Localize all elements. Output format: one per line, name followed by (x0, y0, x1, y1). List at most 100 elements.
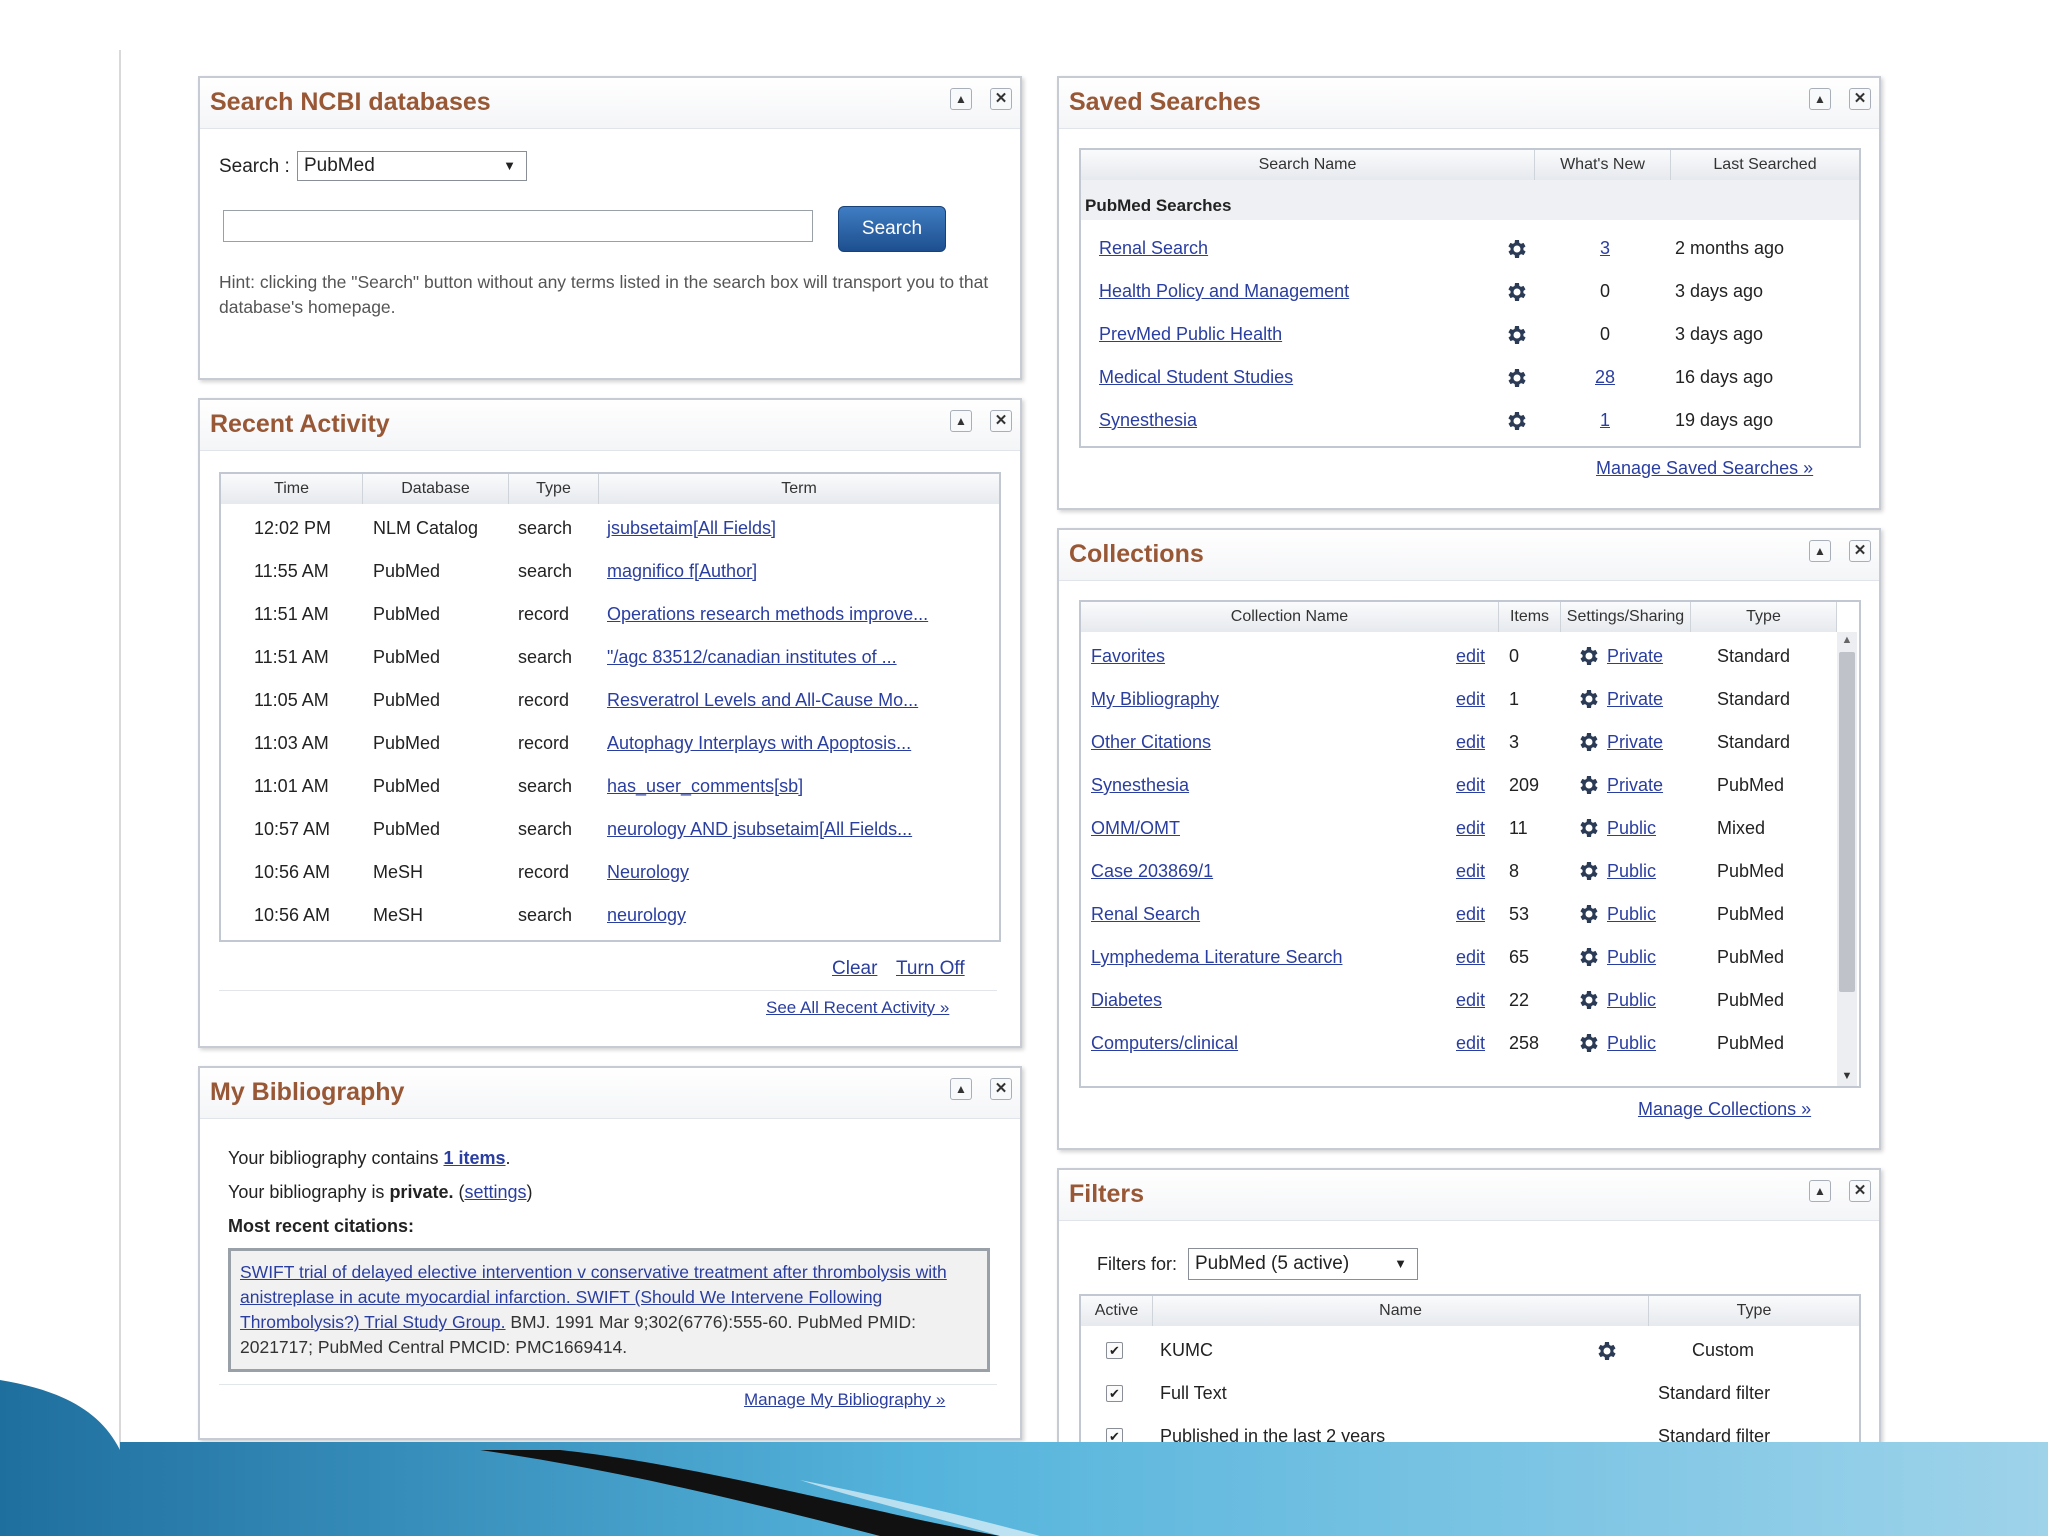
filters-for-select[interactable]: PubMed (5 active) ▼ (1188, 1248, 1418, 1280)
column-header-whats-new[interactable]: What's New (1535, 150, 1671, 180)
collection-name-link[interactable]: Case 203869/1 (1091, 861, 1214, 881)
gear-icon[interactable] (1504, 366, 1528, 390)
gear-icon[interactable] (1504, 409, 1528, 433)
manage-saved-searches-link[interactable]: Manage Saved Searches » (1596, 458, 1814, 478)
column-header-term[interactable]: Term (599, 474, 999, 504)
column-header-active[interactable]: Active (1081, 1296, 1153, 1326)
saved-search-link[interactable]: Medical Student Studies (1099, 367, 1294, 387)
collection-sharing-link[interactable]: Public (1607, 990, 1657, 1010)
collection-sharing-link[interactable]: Public (1607, 947, 1657, 967)
gear-icon[interactable] (1576, 730, 1600, 754)
whats-new-count[interactable]: 1 (1599, 410, 1610, 430)
activity-term-link[interactable]: has_user_comments[sb] (607, 776, 804, 796)
collapse-icon[interactable]: ▲ (950, 88, 972, 110)
activity-term-link[interactable]: neurology (607, 905, 687, 925)
collection-sharing-link[interactable]: Public (1607, 818, 1657, 838)
saved-search-link[interactable]: Renal Search (1099, 238, 1209, 258)
collection-name-link[interactable]: Renal Search (1091, 904, 1201, 924)
search-button[interactable]: Search (838, 206, 946, 252)
column-header-name[interactable]: Name (1153, 1296, 1649, 1326)
gear-icon[interactable] (1504, 323, 1528, 347)
close-icon[interactable]: ✕ (1849, 540, 1871, 562)
collapse-icon[interactable]: ▲ (1809, 1180, 1831, 1202)
collection-sharing-link[interactable]: Private (1607, 732, 1664, 752)
saved-search-link[interactable]: PrevMed Public Health (1099, 324, 1283, 344)
column-header-collection-name[interactable]: Collection Name (1081, 602, 1499, 632)
gear-icon[interactable] (1576, 945, 1600, 969)
manage-collections-link[interactable]: Manage Collections » (1638, 1099, 1812, 1119)
collection-edit-link[interactable]: edit (1456, 1033, 1486, 1053)
collection-name-link[interactable]: Other Citations (1091, 732, 1212, 752)
collection-edit-link[interactable]: edit (1456, 775, 1486, 795)
column-header-type[interactable]: Type (1649, 1296, 1859, 1326)
collection-name-link[interactable]: Lymphedema Literature Search (1091, 947, 1343, 967)
gear-icon[interactable] (1576, 902, 1600, 926)
column-header-search-name[interactable]: Search Name (1081, 150, 1535, 180)
gear-icon[interactable] (1576, 859, 1600, 883)
collection-name-link[interactable]: Computers/clinical (1091, 1033, 1239, 1053)
column-header-items[interactable]: Items (1499, 602, 1561, 632)
gear-icon[interactable] (1504, 280, 1528, 304)
gear-icon[interactable] (1576, 988, 1600, 1012)
collection-name-link[interactable]: Diabetes (1091, 990, 1163, 1010)
collapse-icon[interactable]: ▲ (1809, 540, 1831, 562)
collection-sharing-link[interactable]: Private (1607, 646, 1664, 666)
bibliography-settings-link[interactable]: settings (464, 1182, 527, 1202)
whats-new-count[interactable]: 3 (1599, 238, 1610, 258)
gear-icon[interactable] (1504, 237, 1528, 261)
activity-term-link[interactable]: neurology AND jsubsetaim[All Fields... (607, 819, 913, 839)
gear-icon[interactable] (1576, 816, 1600, 840)
collection-edit-link[interactable]: edit (1456, 689, 1486, 709)
filter-active-checkbox[interactable]: ✔ (1106, 1385, 1123, 1402)
activity-term-link[interactable]: Resveratrol Levels and All-Cause Mo... (607, 690, 919, 710)
activity-term-link[interactable]: magnifico f[Author] (607, 561, 758, 581)
gear-icon[interactable] (1594, 1339, 1618, 1363)
column-header-type[interactable]: Type (1691, 602, 1837, 632)
collapse-icon[interactable]: ▲ (950, 1078, 972, 1100)
see-all-recent-activity-link[interactable]: See All Recent Activity » (766, 998, 950, 1017)
collection-name-link[interactable]: Favorites (1091, 646, 1166, 666)
collection-edit-link[interactable]: edit (1456, 818, 1486, 838)
close-icon[interactable]: ✕ (990, 410, 1012, 432)
collection-name-link[interactable]: Synesthesia (1091, 775, 1190, 795)
column-header-settings-sharing[interactable]: Settings/Sharing (1561, 602, 1691, 632)
activity-term-link[interactable]: Neurology (607, 862, 690, 882)
clear-link[interactable]: Clear (832, 958, 878, 979)
collection-name-link[interactable]: My Bibliography (1091, 689, 1220, 709)
collection-sharing-link[interactable]: Public (1607, 861, 1657, 881)
citation-link[interactable]: SWIFT trial of delayed elective interven… (240, 1262, 947, 1332)
collections-scrollbar[interactable]: ▲ ▼ (1837, 632, 1857, 1086)
column-header-time[interactable]: Time (221, 474, 363, 504)
gear-icon[interactable] (1576, 773, 1600, 797)
close-icon[interactable]: ✕ (1849, 1180, 1871, 1202)
scroll-down-icon[interactable]: ▼ (1841, 1070, 1853, 1082)
manage-my-bibliography-link[interactable]: Manage My Bibliography » (744, 1390, 946, 1409)
collection-edit-link[interactable]: edit (1456, 646, 1486, 666)
gear-icon[interactable] (1576, 1031, 1600, 1055)
collection-edit-link[interactable]: edit (1456, 990, 1486, 1010)
saved-search-link[interactable]: Synesthesia (1099, 410, 1198, 430)
scrollbar-thumb[interactable] (1839, 652, 1855, 992)
database-select[interactable]: PubMed ▼ (297, 151, 527, 181)
collection-edit-link[interactable]: edit (1456, 904, 1486, 924)
turn-off-link[interactable]: Turn Off (896, 958, 965, 979)
collapse-icon[interactable]: ▲ (950, 410, 972, 432)
gear-icon[interactable] (1576, 687, 1600, 711)
collapse-icon[interactable]: ▲ (1809, 88, 1831, 110)
close-icon[interactable]: ✕ (990, 88, 1012, 110)
column-header-last-searched[interactable]: Last Searched (1671, 150, 1859, 180)
gear-icon[interactable] (1576, 644, 1600, 668)
column-header-type[interactable]: Type (509, 474, 599, 504)
bibliography-items-link[interactable]: 1 items (443, 1148, 506, 1168)
activity-term-link[interactable]: Operations research methods improve... (607, 604, 929, 624)
search-input[interactable] (223, 210, 813, 242)
collection-sharing-link[interactable]: Private (1607, 689, 1664, 709)
saved-search-link[interactable]: Health Policy and Management (1099, 281, 1350, 301)
collection-sharing-link[interactable]: Private (1607, 775, 1664, 795)
collection-name-link[interactable]: OMM/OMT (1091, 818, 1180, 838)
filter-active-checkbox[interactable]: ✔ (1106, 1342, 1123, 1359)
collection-sharing-link[interactable]: Public (1607, 1033, 1657, 1053)
activity-term-link[interactable]: jsubsetaim[All Fields] (607, 518, 777, 538)
activity-term-link[interactable]: Autophagy Interplays with Apoptosis... (607, 733, 912, 753)
whats-new-count[interactable]: 28 (1594, 367, 1616, 387)
